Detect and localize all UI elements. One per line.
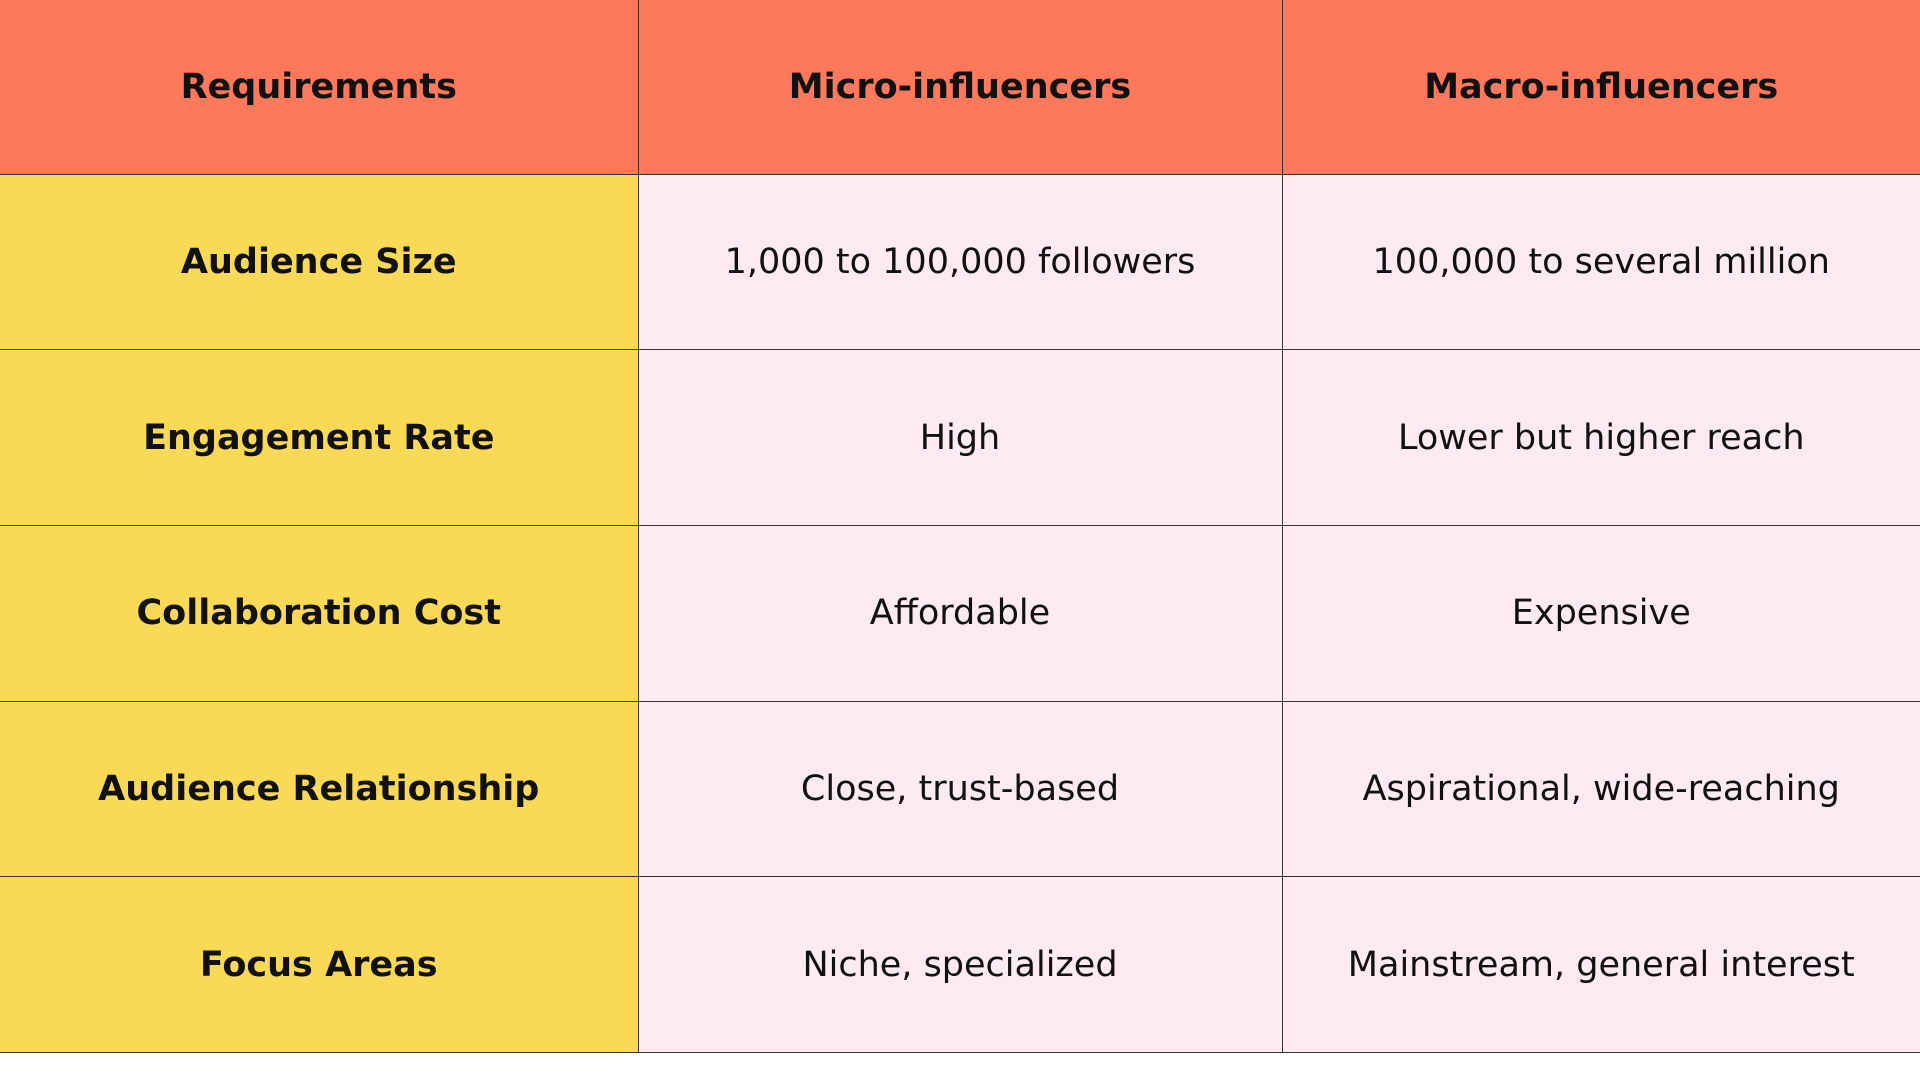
- micro-influencer-cell: 1,000 to 100,000 followers: [637, 173, 1283, 351]
- table-row: Focus Areas Niche, specialized Mainstrea…: [0, 876, 1920, 1053]
- requirement-cell: Audience Size: [0, 173, 639, 351]
- micro-influencer-cell: Close, trust-based: [637, 700, 1283, 878]
- macro-influencer-cell: Lower but higher reach: [1281, 349, 1920, 526]
- micro-influencer-cell: Affordable: [637, 524, 1283, 702]
- header-micro-influencers: Micro-influencers: [637, 0, 1283, 175]
- micro-influencer-cell: Niche, specialized: [637, 876, 1283, 1053]
- header-requirements: Requirements: [0, 0, 639, 175]
- requirement-cell: Focus Areas: [0, 876, 639, 1053]
- macro-influencer-cell: Expensive: [1281, 524, 1920, 702]
- table-row: Engagement Rate High Lower but higher re…: [0, 349, 1920, 526]
- macro-influencer-cell: Mainstream, general interest: [1281, 876, 1920, 1053]
- macro-influencer-cell: Aspirational, wide-reaching: [1281, 700, 1920, 878]
- comparison-table: Requirements Micro-influencers Macro-inf…: [0, 0, 1920, 1053]
- table-row: Collaboration Cost Affordable Expensive: [0, 524, 1920, 702]
- micro-influencer-cell: High: [637, 349, 1283, 526]
- requirement-cell: Audience Relationship: [0, 700, 639, 878]
- table-header-row: Requirements Micro-influencers Macro-inf…: [0, 0, 1920, 175]
- requirement-cell: Collaboration Cost: [0, 524, 639, 702]
- header-macro-influencers: Macro-influencers: [1281, 0, 1920, 175]
- macro-influencer-cell: 100,000 to several million: [1281, 173, 1920, 351]
- table-row: Audience Relationship Close, trust-based…: [0, 700, 1920, 878]
- table-row: Audience Size 1,000 to 100,000 followers…: [0, 173, 1920, 351]
- requirement-cell: Engagement Rate: [0, 349, 639, 526]
